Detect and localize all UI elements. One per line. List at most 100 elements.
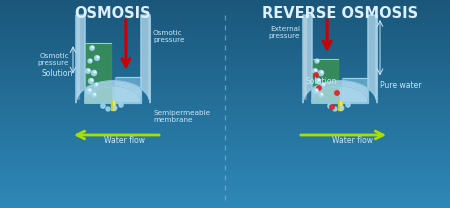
Bar — [0, 36, 450, 39]
Bar — [0, 70, 450, 73]
Circle shape — [91, 79, 93, 81]
Text: Semipermeable
membrane: Semipermeable membrane — [153, 110, 210, 124]
Bar — [0, 130, 450, 133]
Circle shape — [91, 70, 97, 76]
Polygon shape — [85, 86, 113, 103]
Bar — [0, 20, 450, 23]
Circle shape — [92, 46, 94, 48]
Bar — [0, 179, 450, 182]
Circle shape — [89, 89, 91, 91]
Text: Solution: Solution — [306, 77, 338, 85]
Bar — [0, 116, 450, 120]
Circle shape — [113, 106, 117, 110]
Bar — [0, 176, 450, 179]
Bar — [0, 44, 450, 47]
Bar — [0, 88, 450, 91]
Bar — [0, 122, 450, 125]
Bar — [0, 96, 450, 99]
Bar — [0, 166, 450, 169]
Bar — [0, 93, 450, 96]
Text: Water flow: Water flow — [332, 136, 373, 145]
Bar — [0, 31, 450, 34]
Bar — [0, 200, 450, 203]
Bar — [0, 2, 450, 5]
Bar — [0, 197, 450, 200]
Text: Osmotic
pressure: Osmotic pressure — [153, 30, 184, 43]
Polygon shape — [115, 77, 141, 103]
Circle shape — [315, 78, 320, 83]
Bar — [0, 59, 450, 62]
Polygon shape — [113, 86, 141, 103]
Bar — [0, 145, 450, 148]
Bar — [0, 41, 450, 44]
Circle shape — [119, 103, 123, 107]
Circle shape — [321, 83, 325, 87]
Circle shape — [94, 93, 95, 95]
Bar — [0, 163, 450, 166]
Bar — [0, 104, 450, 106]
Polygon shape — [303, 15, 377, 103]
Bar — [0, 156, 450, 158]
Bar — [0, 150, 450, 154]
Polygon shape — [303, 17, 306, 99]
Circle shape — [317, 60, 319, 61]
Bar — [0, 132, 450, 135]
Bar — [0, 72, 450, 76]
Bar — [0, 189, 450, 192]
Bar — [0, 15, 450, 18]
Circle shape — [317, 86, 321, 90]
Circle shape — [346, 103, 350, 107]
Polygon shape — [303, 15, 377, 103]
Bar — [0, 168, 450, 172]
Circle shape — [94, 56, 99, 60]
Bar — [0, 90, 450, 94]
Bar — [0, 174, 450, 177]
Polygon shape — [76, 17, 78, 99]
Bar — [0, 109, 450, 112]
Bar — [0, 148, 450, 151]
Bar — [0, 106, 450, 109]
Circle shape — [315, 69, 317, 71]
Bar — [0, 127, 450, 130]
Text: Osmotic
pressure: Osmotic pressure — [37, 53, 69, 66]
Circle shape — [333, 107, 337, 111]
Circle shape — [340, 106, 344, 110]
Bar — [0, 98, 450, 102]
Bar — [0, 161, 450, 164]
Circle shape — [90, 46, 94, 50]
Bar — [0, 46, 450, 49]
Circle shape — [313, 69, 317, 73]
Bar — [0, 153, 450, 156]
Circle shape — [323, 84, 324, 85]
Circle shape — [321, 71, 323, 73]
Bar — [0, 33, 450, 36]
Bar — [0, 205, 450, 208]
Bar — [0, 182, 450, 185]
Circle shape — [321, 93, 323, 95]
Polygon shape — [342, 78, 368, 103]
Bar — [0, 78, 450, 80]
Bar — [0, 10, 450, 13]
Circle shape — [96, 84, 97, 85]
Text: Pure water: Pure water — [380, 80, 422, 89]
Bar — [0, 64, 450, 68]
Circle shape — [315, 59, 319, 63]
Circle shape — [90, 60, 91, 61]
Polygon shape — [312, 86, 340, 103]
Bar — [0, 80, 450, 83]
Circle shape — [330, 105, 334, 109]
Bar — [0, 119, 450, 122]
Circle shape — [101, 104, 105, 108]
Bar — [0, 5, 450, 8]
Bar — [0, 26, 450, 28]
Circle shape — [89, 78, 94, 83]
Bar — [0, 57, 450, 60]
Bar — [0, 202, 450, 206]
Circle shape — [335, 91, 339, 95]
Circle shape — [319, 93, 323, 97]
Circle shape — [97, 56, 99, 58]
Circle shape — [92, 93, 96, 97]
Bar — [0, 187, 450, 190]
Bar — [0, 140, 450, 143]
Bar — [0, 142, 450, 146]
